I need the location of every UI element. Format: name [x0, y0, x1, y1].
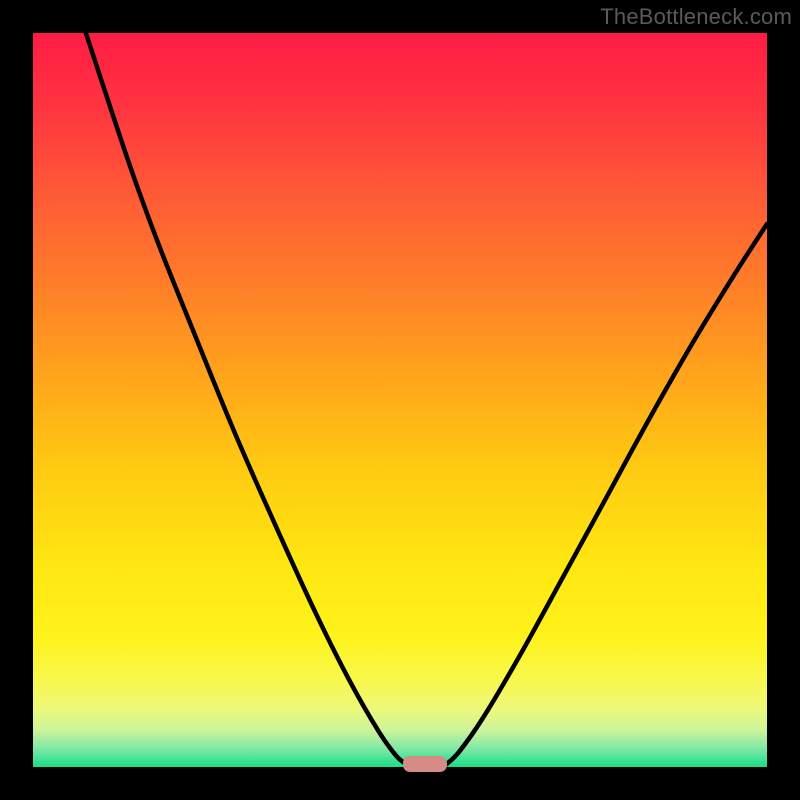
- watermark-text: TheBottleneck.com: [600, 4, 792, 30]
- chart-container: TheBottleneck.com: [0, 0, 800, 800]
- bottleneck-curve: [33, 33, 767, 767]
- plot-area: [33, 33, 767, 767]
- optimal-marker: [403, 756, 447, 772]
